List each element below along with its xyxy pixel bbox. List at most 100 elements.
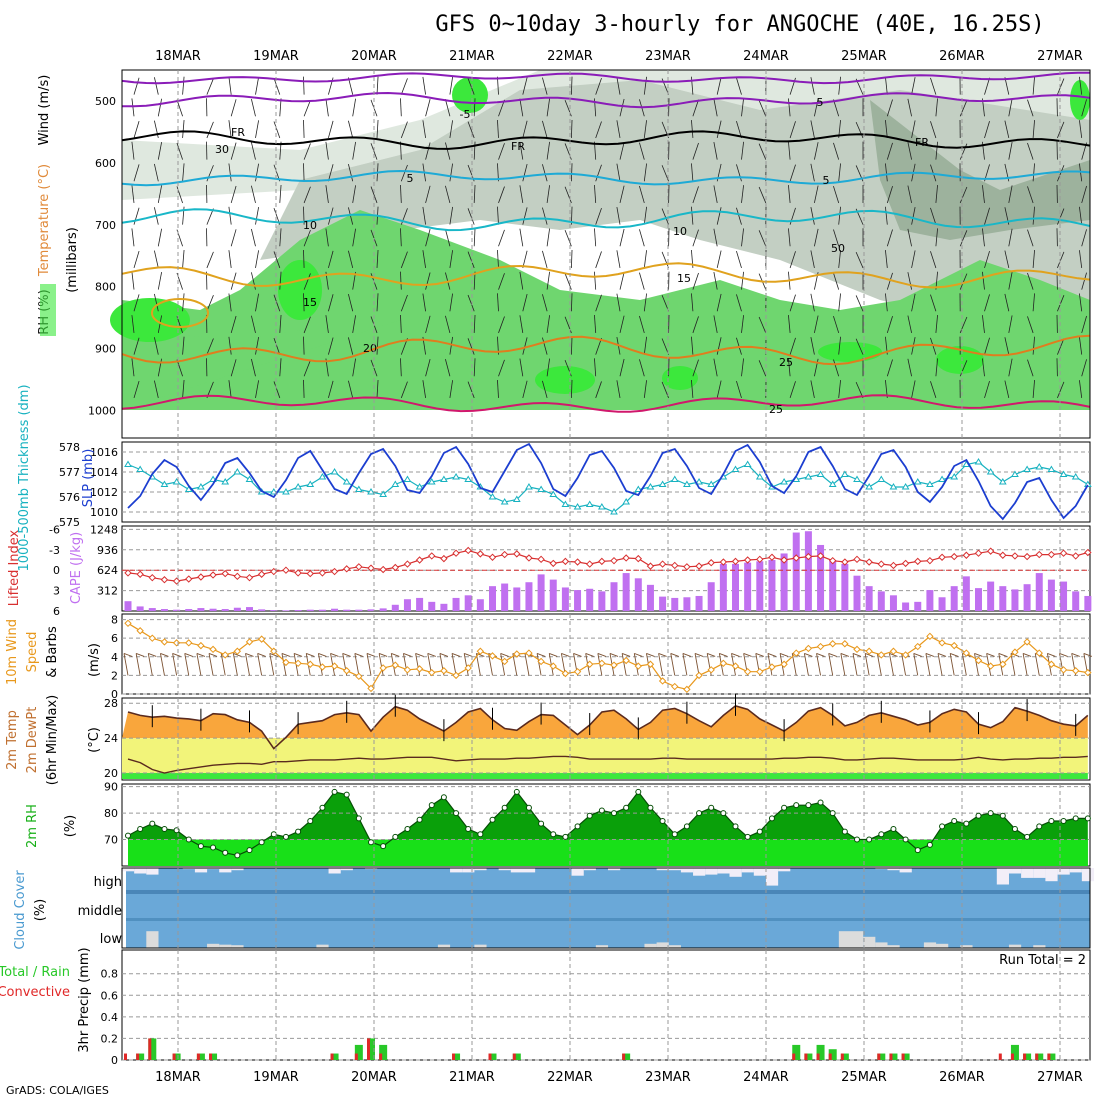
thickness-point — [658, 480, 667, 487]
wind-barb — [303, 163, 305, 182]
high-cloud-bar — [1069, 868, 1082, 873]
rh-point — [647, 804, 654, 811]
rh-point — [1072, 815, 1079, 822]
wind-barb — [1027, 316, 1034, 334]
wind-barb — [467, 78, 475, 95]
wind-barb — [619, 142, 625, 160]
wind-barb-10m — [147, 653, 153, 676]
li-point — [914, 557, 922, 566]
wind-speed-point — [257, 635, 266, 643]
date-label-bottom: 26MAR — [939, 1070, 985, 1085]
wind-barb — [400, 78, 408, 95]
high-cloud-bar — [571, 868, 584, 876]
cape-bar — [865, 586, 873, 611]
rh-point — [440, 794, 447, 801]
wind-barb-10m — [937, 653, 947, 657]
wind-barb — [788, 185, 791, 203]
thickness-point — [683, 480, 691, 487]
li-point — [901, 559, 910, 568]
thickness-point — [780, 478, 788, 485]
wind-barb — [228, 163, 232, 182]
cape-bar — [792, 532, 800, 611]
li-point — [683, 563, 691, 571]
bottom-date-axis: 18MAR 19MAR 20MAR 21MAR 22MAR 23MAR 24MAR 25MAR… — [155, 1070, 1083, 1085]
wind-barb — [542, 294, 548, 312]
ylabel-temp: 2m Temp — [5, 710, 20, 770]
li-point — [537, 555, 545, 564]
wind-barb — [154, 293, 159, 312]
wind-barb — [810, 337, 815, 355]
li-point — [816, 552, 825, 560]
wind-barb — [886, 316, 893, 334]
cape-bar — [452, 597, 460, 611]
ylabel-rh2m: 2m RH — [25, 804, 40, 848]
thickness-slp-panel: 1016 1014 1012 1010 578 577 576 575 1000-500mb T… — [17, 384, 1092, 572]
wind-barb-10m — [427, 653, 436, 657]
cape-bar — [853, 575, 861, 611]
rh-point — [756, 828, 763, 835]
high-cloud-bar — [462, 868, 475, 873]
wind-barb — [616, 250, 621, 269]
wind-barb — [1057, 338, 1065, 355]
li-point — [257, 570, 266, 578]
wind-barb — [788, 228, 791, 247]
wind-barb — [546, 98, 550, 117]
li-point — [415, 556, 424, 564]
wind-barb — [352, 315, 356, 333]
wind-barb-10m — [245, 653, 254, 657]
wind-barb — [982, 315, 985, 333]
li-point — [1035, 550, 1043, 559]
li-point — [938, 553, 946, 561]
cape-bar — [768, 560, 776, 611]
wind-barb — [616, 163, 621, 182]
cape-bar — [926, 590, 934, 611]
wind-barb — [885, 120, 888, 138]
wind-speed-point — [342, 667, 351, 675]
wind-barb — [133, 164, 140, 182]
rh-point — [939, 823, 946, 830]
wind-barb — [810, 380, 815, 399]
wind-speed-point — [221, 651, 229, 659]
wind-barb — [546, 228, 550, 247]
wind-barb — [425, 99, 431, 117]
wind-barb — [497, 293, 499, 312]
wind-barb — [182, 293, 185, 312]
isotherm-closed — [151, 298, 209, 328]
wind-speed-point — [136, 627, 144, 635]
wind-speed-point — [294, 659, 302, 668]
wind-barb — [303, 229, 311, 247]
wind-barb-10m — [500, 653, 509, 657]
wind-barb — [930, 294, 937, 312]
precip-conv-bar — [998, 1053, 1002, 1060]
pressure-tick: 1000 — [88, 405, 116, 418]
precip-total-bar — [196, 1053, 205, 1060]
cape-bar — [659, 596, 667, 611]
precip-conv-bar — [172, 1053, 176, 1060]
wind-barb — [1057, 165, 1065, 182]
cape-bar — [671, 597, 679, 611]
cape-bar — [355, 609, 363, 611]
wind-barb — [255, 206, 259, 225]
pressure-tick: 500 — [95, 95, 116, 108]
wind-barb — [133, 380, 140, 399]
wind-barb-10m — [597, 653, 607, 657]
wind-barb — [182, 76, 185, 95]
wind-barb — [157, 185, 163, 204]
wind-barb-10m — [961, 653, 967, 676]
rh-point — [611, 810, 617, 817]
wind-speed-point — [816, 642, 825, 651]
wind-barb — [154, 380, 159, 399]
li-line — [127, 549, 1088, 582]
wind-barb — [911, 380, 916, 399]
cape-bar — [950, 586, 958, 611]
wind-barb — [788, 98, 791, 117]
wind-barb — [736, 207, 742, 225]
cape-bar — [634, 578, 642, 611]
cape-bar — [343, 609, 351, 611]
wind-barb — [182, 249, 185, 268]
thickness-tick: 577 — [59, 466, 80, 479]
low-cloud-bar — [887, 945, 900, 948]
wind-barb-10m — [1071, 653, 1080, 657]
li-point — [148, 573, 157, 582]
wind-barb — [758, 186, 767, 204]
